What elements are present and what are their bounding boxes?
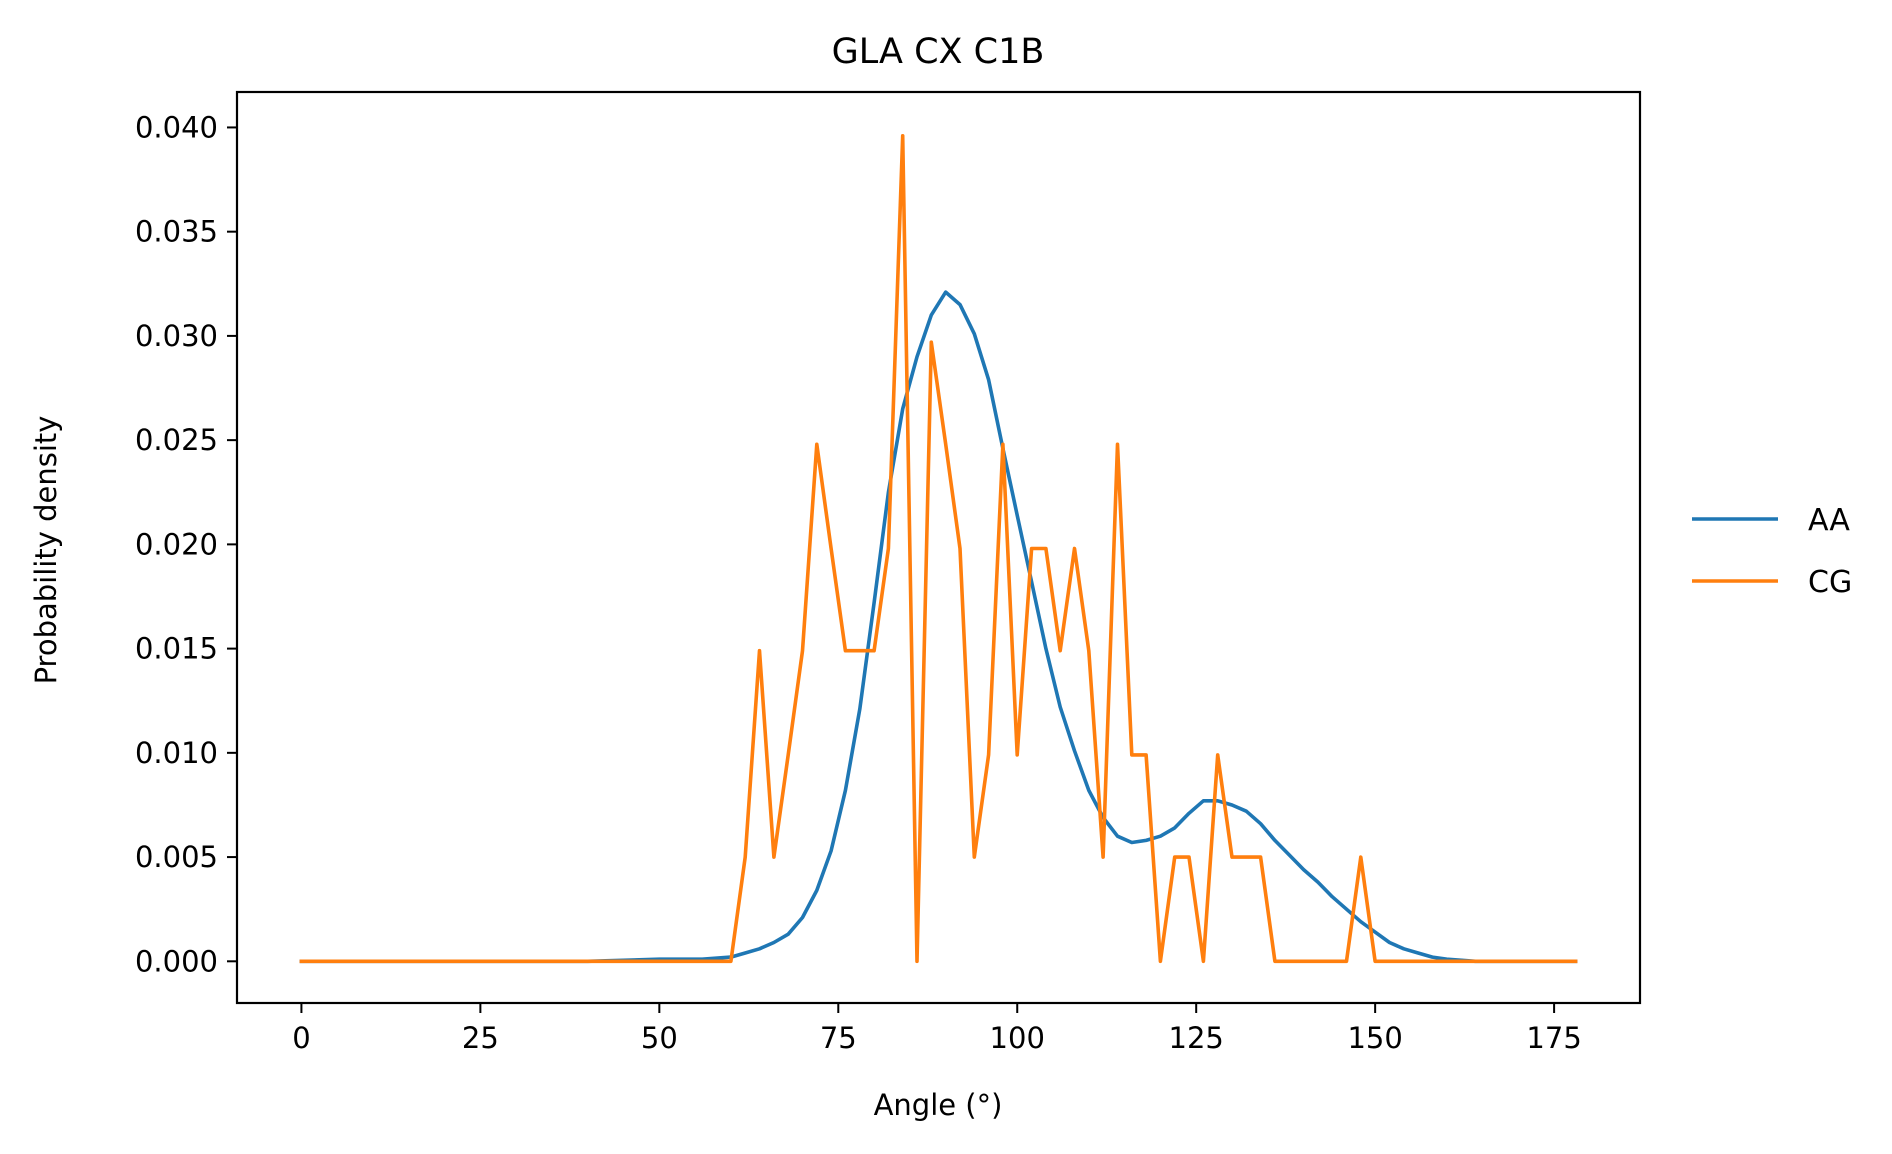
x-tick-label: 125 — [1169, 1021, 1224, 1055]
series-line-aa — [299, 290, 1578, 964]
y-tick-label: 0.015 — [135, 632, 218, 666]
plot-area — [235, 90, 1642, 1005]
y-tick-label: 0.040 — [135, 110, 218, 144]
y-tick-label: 0.005 — [135, 840, 218, 874]
legend-label-aa: AA — [1808, 503, 1850, 538]
y-tick-label: 0.010 — [135, 736, 218, 770]
series-line-cg — [299, 134, 1578, 964]
y-tick-label: 0.025 — [135, 423, 218, 457]
x-tick-label: 100 — [990, 1021, 1045, 1055]
x-tick-label: 175 — [1526, 1021, 1581, 1055]
chart-title: GLA CX C1B — [832, 32, 1045, 72]
x-axis: 0 25 50 75 100 125 150 175 — [292, 1003, 1582, 1055]
legend-label-cg: CG — [1808, 565, 1852, 600]
x-axis-label: Angle (°) — [874, 1088, 1003, 1122]
x-tick-label: 25 — [462, 1021, 499, 1055]
plot-frame — [235, 90, 1642, 1005]
y-axis: 0.000 0.005 0.010 0.015 0.020 0.025 0.030 0.035… — [135, 110, 237, 978]
series-layer — [299, 134, 1578, 964]
y-axis-label: Probability density — [29, 416, 63, 685]
x-tick-label: 150 — [1347, 1021, 1402, 1055]
x-tick-label: 50 — [641, 1021, 678, 1055]
x-tick-label: 0 — [292, 1021, 310, 1055]
y-tick-label: 0.020 — [135, 527, 218, 561]
y-tick-label: 0.000 — [135, 944, 218, 978]
y-tick-label: 0.030 — [135, 319, 218, 353]
y-tick-label: 0.035 — [135, 215, 218, 249]
legend: AA CG — [1692, 503, 1852, 600]
x-tick-label: 75 — [820, 1021, 857, 1055]
